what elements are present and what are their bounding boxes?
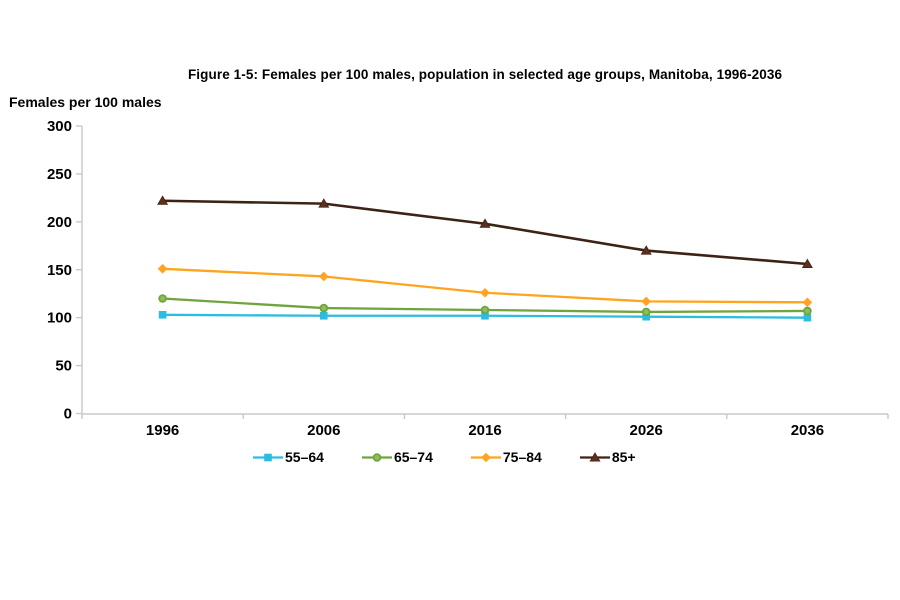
square-legend-swatch-icon: [253, 453, 283, 462]
series-marker-circle: [372, 453, 382, 462]
series-marker-triangle: [589, 452, 601, 462]
series-marker-diamond: [157, 263, 168, 274]
series-marker-square: [642, 312, 650, 321]
y-tick-label: 150: [47, 262, 72, 279]
series-marker-triangle: [157, 195, 169, 205]
triangle-legend-swatch-icon: [579, 452, 610, 462]
series-marker-circle: [480, 305, 490, 315]
series-marker-square: [481, 311, 489, 320]
x-tick-label: 2036: [791, 422, 824, 439]
x-tick-label: 2006: [307, 422, 340, 439]
series-marker-triangle: [479, 218, 491, 228]
legend-item-55-64: 55–64: [253, 449, 324, 465]
series-marker-diamond: [480, 287, 490, 298]
series-marker-diamond: [481, 452, 491, 463]
series-line-85+: [161, 199, 809, 266]
y-tick-label: 50: [55, 358, 72, 375]
diamond-legend-swatch-icon: [470, 452, 501, 463]
series-marker-circle: [641, 307, 651, 317]
y-tick-label: 250: [47, 166, 72, 183]
y-tick-label: 100: [47, 310, 72, 327]
series-marker-triangle: [318, 198, 330, 208]
series-marker-circle: [158, 294, 167, 303]
series-marker-square: [803, 313, 812, 322]
y-tick-label: 0: [64, 406, 72, 423]
y-tick-label: 300: [47, 118, 72, 135]
series-marker-square: [158, 310, 167, 319]
series-marker-circle: [803, 306, 812, 316]
chart-title: Figure 1-5: Females per 100 males, popul…: [187, 67, 783, 82]
series-marker-square: [264, 453, 272, 462]
y-axis-title: Females per 100 males: [9, 94, 162, 110]
legend-item-85+: 85+: [579, 449, 636, 465]
series-marker-triangle: [801, 258, 813, 268]
series-marker-diamond: [641, 296, 651, 307]
y-tick-label: 200: [47, 214, 72, 231]
series-marker-diamond: [802, 297, 813, 308]
x-tick-label: 2026: [630, 422, 663, 439]
line-chart: 0 50 100 150 200 250 300 1996 2006 2016 2026 2036: [47, 118, 889, 439]
x-tick-label: 2016: [468, 422, 501, 439]
legend-label: 85+: [611, 449, 636, 465]
series-marker-circle: [319, 303, 329, 313]
circle-legend-swatch-icon: [361, 453, 392, 462]
series-marker-triangle: [640, 245, 652, 255]
legend: 55–64 65–74 75–84 85+: [253, 449, 636, 465]
legend-item-65-74: 65–74: [361, 449, 433, 465]
legend-label: 55–64: [285, 449, 324, 465]
series-marker-square: [320, 311, 328, 320]
legend-item-75-84: 75–84: [470, 449, 542, 465]
legend-label: 75–84: [502, 449, 542, 465]
legend-label: 65–74: [393, 449, 433, 465]
series-marker-diamond: [319, 271, 329, 282]
x-tick-label: 1996: [146, 422, 179, 439]
